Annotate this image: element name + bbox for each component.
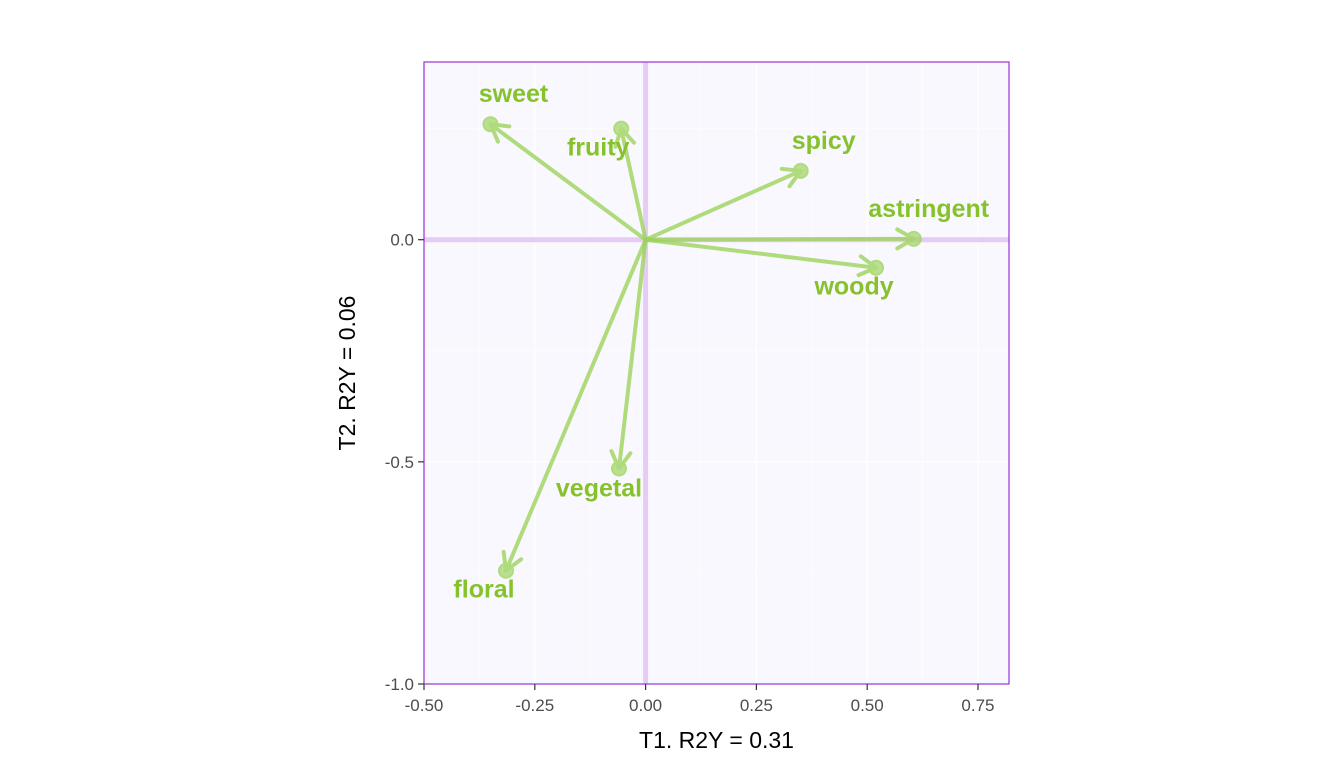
point-label-spicy: spicy [792,127,856,155]
loading-arrow-woody [643,237,885,278]
y-axis: -1.0 -0.5 0.0 [385,231,424,694]
plot-panel [424,62,1009,684]
arrow-shaft [488,122,648,242]
loading-arrow-floral [497,237,648,579]
point-label-fruity: fruity [567,134,630,162]
x-axis-title: T1. R2Y = 0.31 [639,727,794,753]
arrow-shaft [619,126,648,242]
loading-point-astringent [905,230,922,247]
loading-arrow-spicy [643,162,809,242]
loading-arrow-vegetal [609,237,648,477]
y-tick-label: -0.5 [385,453,414,472]
y-tick-label: 0.0 [390,231,414,250]
x-axis: -0.50 -0.25 0.00 0.25 0.50 0.75 [405,684,995,715]
loading-arrow-astringent [643,227,922,251]
loading-point-spicy [792,162,809,179]
arrow-shaft [643,168,803,242]
arrow-shaft [643,237,879,270]
y-tick-label: -1.0 [385,675,414,694]
arrow-shaft [643,236,916,242]
loading-arrow-fruity [613,120,648,242]
loading-point-woody [868,259,885,276]
point-label-vegetal: vegetal [556,475,642,503]
loading-point-floral [497,562,514,579]
point-label-floral: floral [453,576,514,604]
x-tick-label: -0.25 [515,696,554,715]
arrow-shaft [617,237,648,471]
x-tick-label: 0.50 [851,696,884,715]
point-labels: sweet fruity spicy astringent woody vegetal fl… [453,80,989,604]
loading-arrow-sweet [482,116,648,242]
point-label-astringent: astringent [868,195,990,223]
x-tick-label: 0.00 [629,696,662,715]
arrow-shaft [503,237,648,573]
x-tick-label: 0.25 [740,696,773,715]
point-label-woody: woody [813,273,893,301]
loading-point-sweet [482,116,499,133]
y-axis-title: T2. R2Y = 0.06 [334,296,360,451]
loading-arrows [482,116,922,579]
x-tick-label: -0.50 [405,696,444,715]
x-tick-label: 0.75 [961,696,994,715]
loading-point-fruity [613,120,630,137]
plot-panel-border [423,61,1010,685]
point-label-sweet: sweet [479,80,549,108]
loading-point-vegetal [611,460,627,477]
